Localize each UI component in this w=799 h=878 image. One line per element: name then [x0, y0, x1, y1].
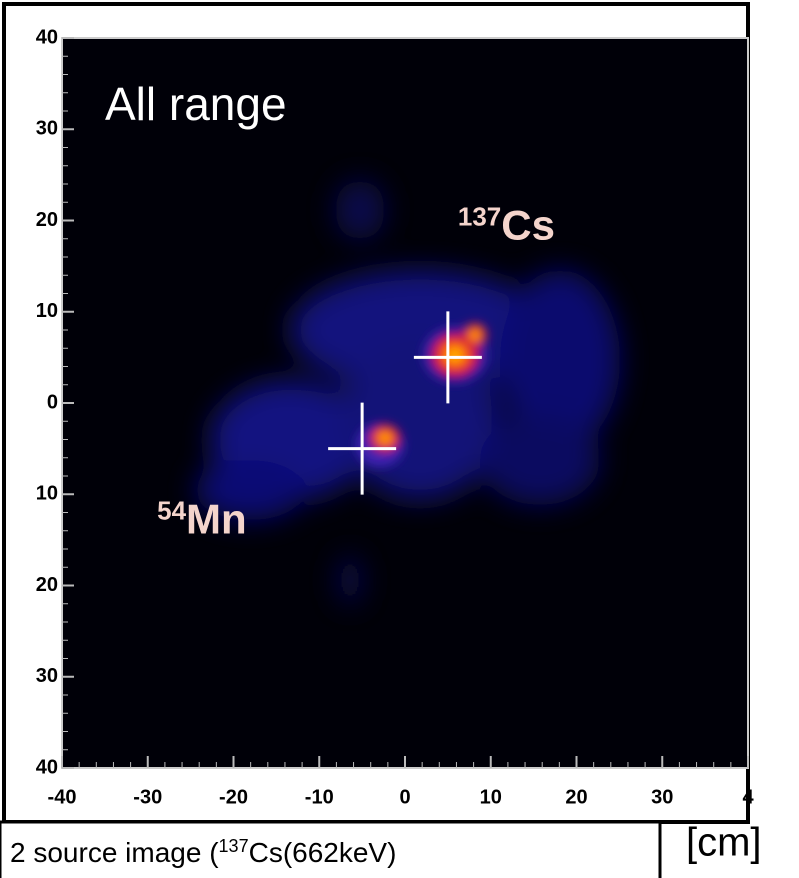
x-tick-label: 10 [480, 786, 502, 808]
x-tick-label: 30 [651, 786, 673, 808]
y-tick-label: 30 [36, 118, 58, 140]
axes: 40 30 20 10 0 10 20 30 40 -40 -30 -20 -10 0 10 20 30 4 [36, 26, 755, 808]
y-tick-label: 30 [36, 665, 58, 687]
x-tick-label: -30 [133, 786, 162, 808]
source-mass: 137 [458, 201, 501, 231]
marks: 137Cs 54Mn [157, 201, 555, 542]
y-tick-label: 0 [47, 391, 58, 413]
y-tick-label: 10 [36, 483, 58, 505]
x-axis-label: [cm] [686, 821, 762, 865]
source-marker [328, 402, 397, 495]
y-tick-label: 20 [36, 574, 58, 596]
caption-mass: 137 [219, 836, 249, 856]
source-label: 54Mn [157, 496, 247, 543]
x-tick-label: -10 [305, 786, 334, 808]
x-tick-label: 0 [399, 786, 410, 808]
caption: 2 source image (137Cs(662keV) [10, 836, 396, 868]
source-element: Cs [501, 201, 555, 248]
plot-title: All range [105, 78, 287, 130]
x-tick-label: 20 [565, 786, 587, 808]
source-mass: 54 [157, 496, 186, 526]
intensity-cloud [195, 180, 620, 605]
y-tick-label: 40 [36, 26, 58, 48]
y-tick-label: 10 [36, 300, 58, 322]
y-tick-label: 40 [36, 756, 58, 778]
caption-prefix: 2 source image ( [10, 837, 219, 868]
x-tick-label: 4 [742, 786, 754, 808]
source-label: 137Cs [458, 201, 555, 248]
x-tick-label: -20 [219, 786, 248, 808]
y-tick-label: 20 [36, 209, 58, 231]
source-marker [413, 311, 482, 404]
caption-box [0, 820, 662, 878]
x-tick-label: -40 [48, 786, 77, 808]
caption-rest: Cs(662keV) [249, 837, 397, 868]
source-element: Mn [186, 496, 247, 543]
